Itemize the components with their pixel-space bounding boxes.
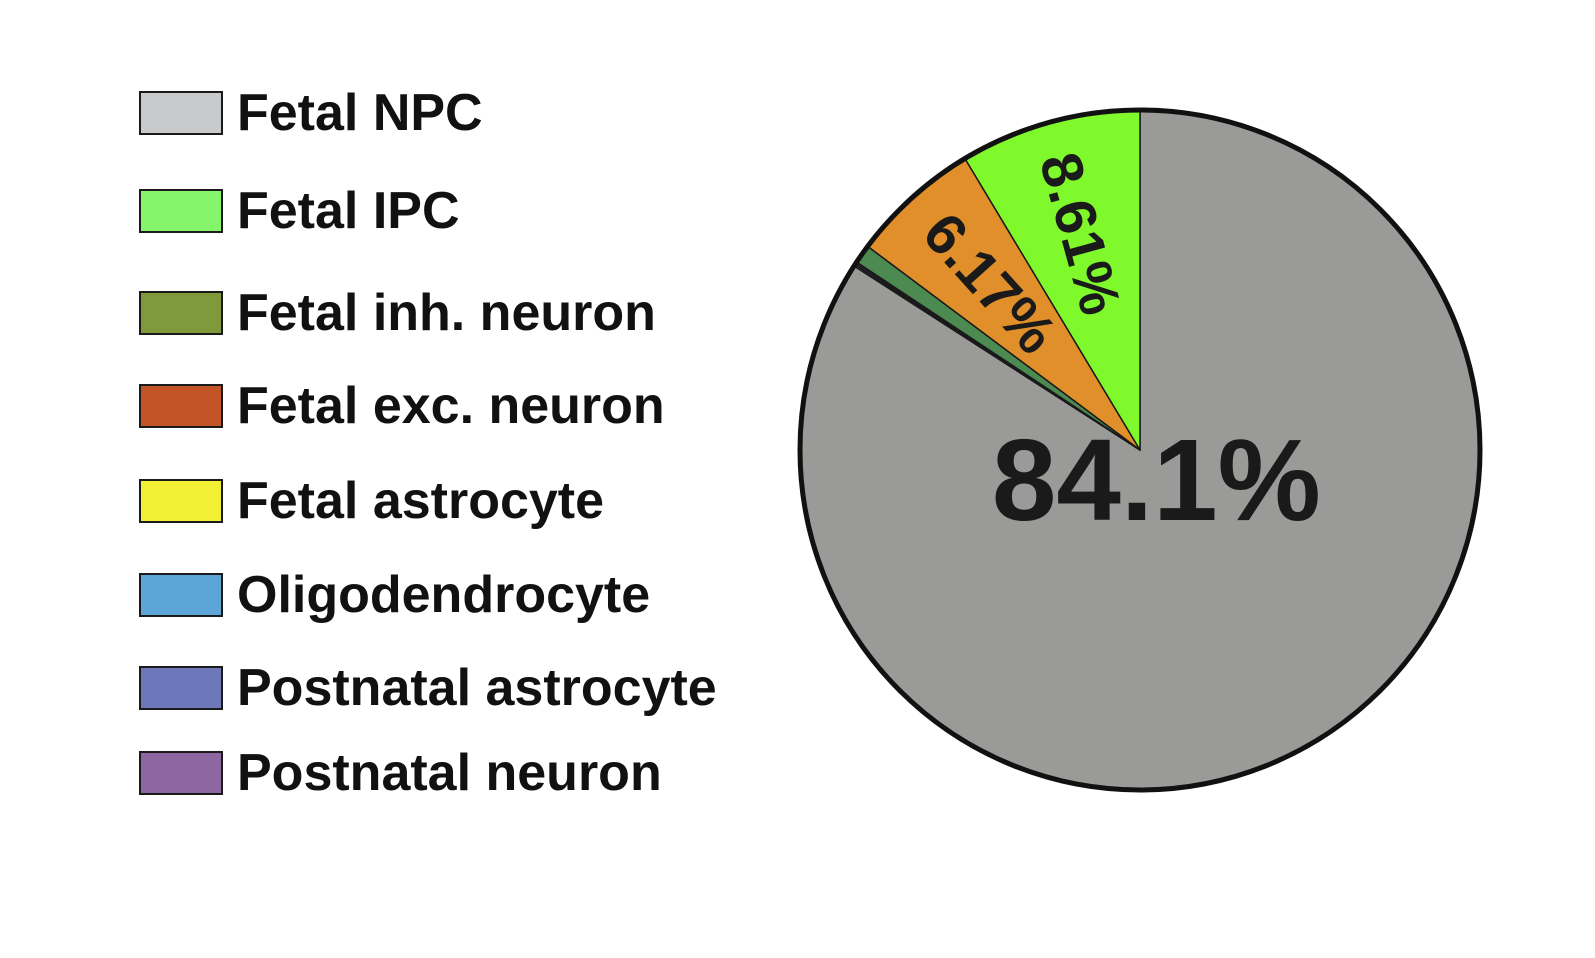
legend-swatch	[139, 189, 223, 233]
pie-outline	[797, 107, 1483, 793]
legend-item-fetal-npc: Fetal NPC	[139, 84, 483, 142]
legend-label: Oligodendrocyte	[237, 566, 651, 624]
legend-swatch	[139, 479, 223, 523]
legend: Fetal NPC Fetal IPC Fetal inh. neuron Fetal…	[139, 78, 779, 838]
legend-item-fetal-exc-neuron: Fetal exc. neuron	[139, 377, 665, 435]
legend-swatch	[139, 91, 223, 135]
legend-swatch	[139, 573, 223, 617]
legend-label: Fetal exc. neuron	[237, 377, 665, 435]
legend-item-fetal-ipc: Fetal IPC	[139, 182, 460, 240]
legend-swatch	[139, 384, 223, 428]
legend-item-oligodendrocyte: Oligodendrocyte	[139, 566, 651, 624]
legend-label: Fetal inh. neuron	[237, 284, 656, 342]
legend-item-postnatal-astrocyte: Postnatal astrocyte	[139, 659, 717, 717]
legend-label: Fetal astrocyte	[237, 472, 605, 530]
legend-item-fetal-astrocyte: Fetal astrocyte	[139, 472, 605, 530]
legend-swatch	[139, 751, 223, 795]
legend-swatch	[139, 666, 223, 710]
legend-swatch	[139, 291, 223, 335]
slice-label-fetal-npc: 84.1%	[992, 415, 1321, 545]
legend-label: Postnatal neuron	[237, 744, 662, 802]
legend-label: Fetal IPC	[237, 182, 460, 240]
legend-item-postnatal-neuron: Postnatal neuron	[139, 744, 662, 802]
legend-item-fetal-inh-neuron: Fetal inh. neuron	[139, 284, 656, 342]
legend-label: Fetal NPC	[237, 84, 483, 142]
legend-label: Postnatal astrocyte	[237, 659, 717, 717]
